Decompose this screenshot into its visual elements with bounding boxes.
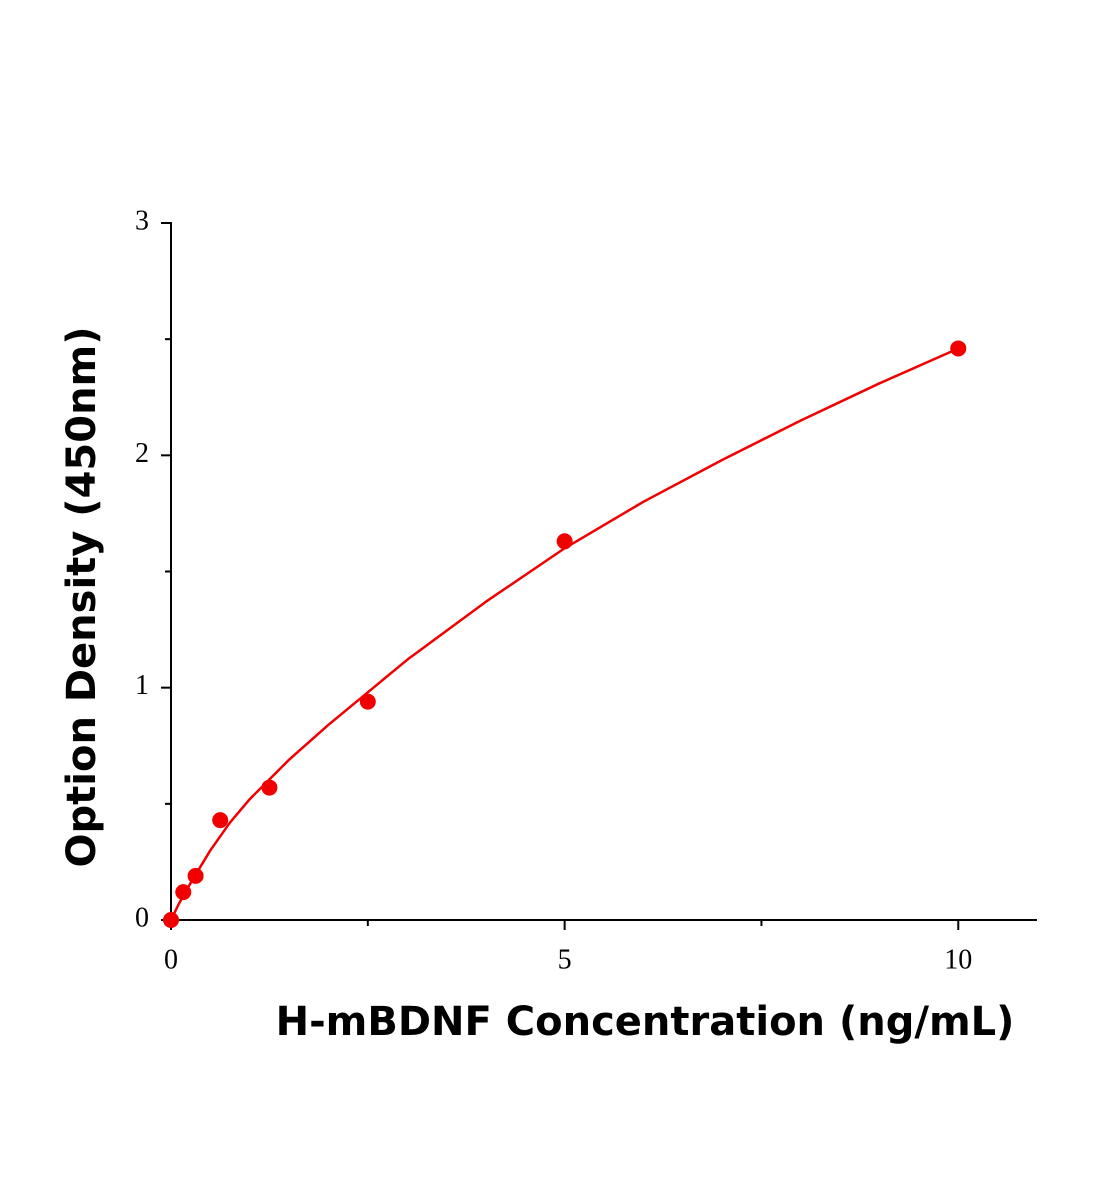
y-tick-label: 1 — [135, 670, 149, 701]
data-point — [556, 533, 573, 550]
fit-curve — [169, 347, 959, 921]
y-tick-label: 3 — [135, 205, 149, 236]
data-point — [261, 779, 278, 796]
data-point — [950, 340, 967, 357]
y-tick-label: 0 — [135, 902, 149, 933]
data-point — [175, 884, 192, 901]
x-tick-label: 10 — [944, 944, 972, 975]
data-point — [212, 812, 229, 829]
data-point — [163, 912, 179, 928]
y-axis-label: Option Density (450nm) — [59, 326, 105, 867]
x-tick-label: 0 — [164, 944, 178, 975]
y-tick-label: 2 — [135, 438, 149, 469]
data-point — [187, 867, 204, 884]
data-point — [359, 693, 376, 710]
x-axis-label: H-mBDNF Concentration (ng/mL) — [276, 999, 1015, 1045]
x-tick-label: 5 — [558, 944, 572, 975]
